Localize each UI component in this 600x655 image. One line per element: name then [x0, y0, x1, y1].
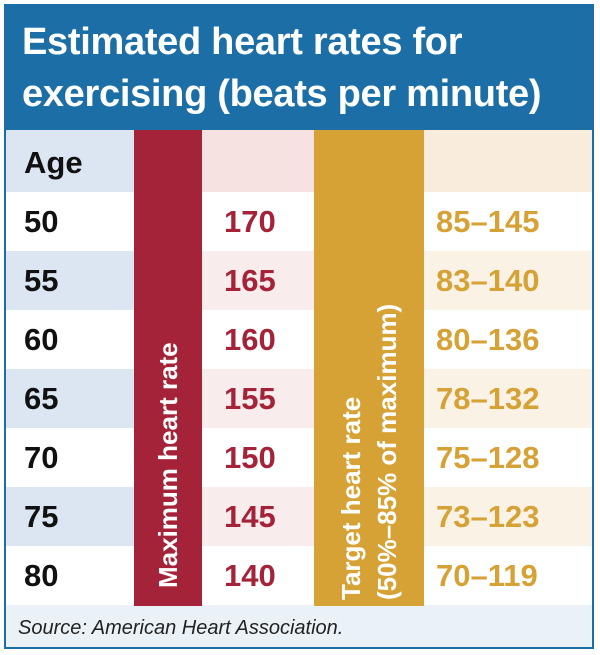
max-cell: 170 — [202, 192, 314, 251]
age-cell: 60 — [24, 322, 59, 357]
target-value: 70–119 — [436, 558, 538, 593]
target-cell: 75–128 — [424, 428, 592, 487]
age-cell: 55 — [24, 263, 59, 298]
target-cell: 83–140 — [424, 251, 592, 310]
target-cell: 85–145 — [424, 192, 592, 251]
max-value: 155 — [224, 381, 276, 416]
target-cell: 70–119 — [424, 546, 592, 605]
age-cell: 65 — [24, 381, 59, 416]
max-value: 145 — [224, 499, 276, 534]
table-row: 50 170 85–145 — [6, 192, 592, 251]
target-cell: 80–136 — [424, 310, 592, 369]
max-cell: 160 — [202, 310, 314, 369]
target-value: 85–145 — [436, 204, 540, 239]
table-row: 75 145 73–123 — [6, 487, 592, 546]
target-header-cell — [424, 130, 592, 192]
table-row: 65 155 78–132 — [6, 369, 592, 428]
table-title: Estimated heart rates for exercising (be… — [6, 6, 592, 130]
max-heart-rate-label: Maximum heart rate — [153, 342, 183, 588]
target-range-label: (50%–85% of maximum) — [372, 303, 402, 600]
max-cell: 155 — [202, 369, 314, 428]
max-value: 165 — [224, 263, 276, 298]
title-line-2: exercising (beats per minute) — [22, 73, 542, 115]
target-cell: 78–132 — [424, 369, 592, 428]
max-header-cell — [202, 130, 314, 192]
heart-rate-table-card: Estimated heart rates for exercising (be… — [4, 4, 594, 649]
target-heart-rate-band: Target heart rate (50%–85% of maximum) — [314, 130, 424, 606]
age-cell: 75 — [24, 499, 59, 534]
table-row: 55 165 83–140 — [6, 251, 592, 310]
max-cell: 165 — [202, 251, 314, 310]
table-row: 60 160 80–136 — [6, 310, 592, 369]
max-cell: 140 — [202, 546, 314, 605]
target-value: 75–128 — [436, 440, 540, 475]
max-value: 170 — [224, 204, 276, 239]
max-cell: 145 — [202, 487, 314, 546]
max-value: 140 — [224, 558, 276, 593]
max-value: 150 — [224, 440, 276, 475]
target-value: 73–123 — [436, 499, 540, 534]
age-cell: 80 — [24, 558, 59, 593]
target-heart-rate-label: Target heart rate — [336, 396, 366, 600]
max-heart-rate-band: Maximum heart rate — [134, 130, 202, 606]
target-cell: 73–123 — [424, 487, 592, 546]
age-cell: 70 — [24, 440, 59, 475]
heart-rate-table: Age 50 170 85–145 55 165 83–140 60 160 8… — [6, 130, 592, 606]
target-value: 80–136 — [436, 322, 540, 357]
title-line-1: Estimated heart rates for — [22, 21, 463, 63]
header-row: Age — [6, 130, 592, 192]
source-note: Source: American Heart Association. — [6, 606, 592, 647]
table-row: 80 140 70–119 — [6, 546, 592, 605]
max-cell: 150 — [202, 428, 314, 487]
max-value: 160 — [224, 322, 276, 357]
target-value: 78–132 — [436, 381, 540, 416]
table-row: 70 150 75–128 — [6, 428, 592, 487]
age-cell: 50 — [24, 204, 59, 239]
age-column-header: Age — [24, 145, 83, 180]
target-value: 83–140 — [436, 263, 540, 298]
